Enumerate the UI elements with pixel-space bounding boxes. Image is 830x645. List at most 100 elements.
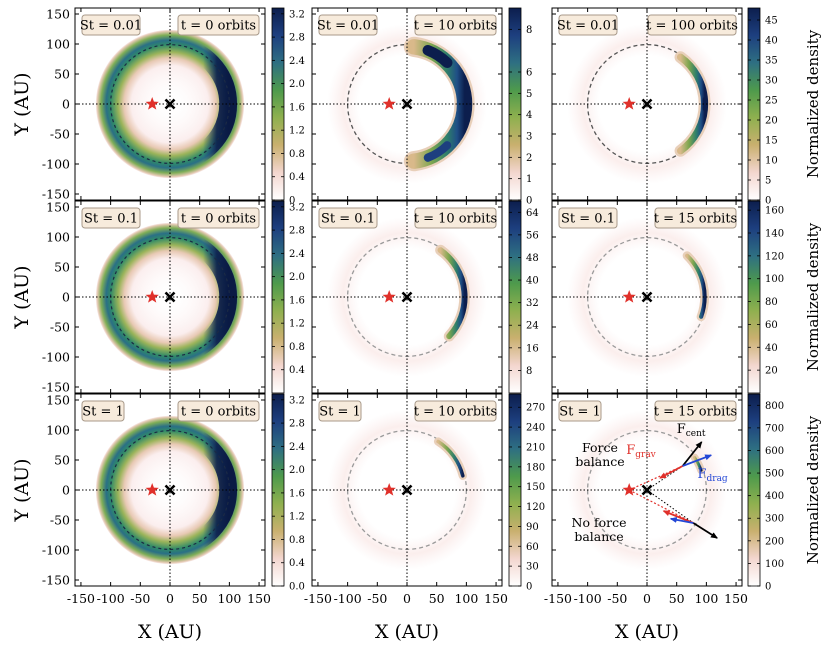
stokes-badge-text: St = 0.01 [557,19,619,34]
colorbar-gradient [508,393,522,587]
colorbar-tick-label: 140 [765,229,784,240]
x-axis-title: X (AU) [375,621,439,643]
time-badge-text: t = 15 orbits [654,405,737,420]
colorbar-tick-label: 0.0 [289,582,305,593]
colorbar-gradient [508,200,522,394]
colorbar-title: Normalized density [804,415,822,564]
x-tick-label: -100 [574,591,602,606]
panel-r1c0: 150 100 50 0 -50 -100 -150 St = 0.1 t = 0 orbits [42,200,266,395]
y-tick-label: -150 [42,380,70,395]
density-crescent [685,253,707,319]
barycenter-marker [164,484,176,496]
colorbar-tick-label: 90 [526,522,539,533]
colorbar-tick-label: 1.6 [289,488,305,499]
colorbar-tick-label: 0.8 [289,342,305,353]
colorbar-tick-label: 200 [765,536,784,547]
time-badge-text: t = 10 orbits [414,405,497,420]
y-axis-title: Y (AU) [11,458,33,522]
colorbar-gradient [747,200,761,394]
stokes-badge-text: St = 1 [319,405,361,420]
barycenter-marker [164,291,176,303]
x-tick-label: 0 [166,591,174,606]
stokes-badge-text: St = 0.01 [317,19,379,34]
y-tick-label: -150 [42,187,70,202]
colorbar-r0c1: 8 6 5 4 3 2 1 0 [508,7,532,207]
y-tick-label: 50 [54,67,70,82]
stokes-badge-text: St = 0.1 [321,212,375,227]
colorbar-tick-label: 150 [526,482,545,493]
colorbar-tick-label: 40 [765,36,778,47]
colorbar-r1c2: 160 140 120 100 80 60 40 20 [747,200,784,394]
force-annotations: Force balance No force balance Fcent Fgrav Fdr… [572,422,728,544]
colorbar-gradient [508,7,522,201]
time-badge-text: t = 100 orbits [646,19,738,34]
centrifugal-force-arrow [692,522,718,539]
time-badge-text: t = 15 orbits [654,212,737,227]
time-badge: t = 10 orbits [414,14,497,36]
time-badge-text: t = 10 orbits [414,19,497,34]
colorbar-tick-label: 0 [526,196,532,207]
colorbar-tick-label: 32 [526,298,539,309]
colorbar-tick-label: 8 [526,25,532,36]
colorbar-tick-label: 0 [526,582,532,593]
y-tick-label: 50 [54,260,70,275]
colorbar-tick-label: 210 [526,442,545,453]
colorbar-tick-label: 80 [765,297,778,308]
colorbar-tick-label: 4 [526,110,532,121]
y-tick-label: 150 [46,393,70,408]
colorbar-tick-label: 100 [765,559,784,570]
y-tick-label: -100 [42,543,70,558]
time-badge: t = 10 orbits [414,400,497,422]
drag-force-arrow [669,516,694,524]
colorbar-tick-label: 48 [526,253,539,264]
y-tick-label: -100 [42,157,70,172]
colorbar-tick-label: 24 [526,321,539,332]
colorbar-tick-label: 120 [765,251,784,262]
density-peak-band [173,424,237,556]
x-tick-label: 100 [217,591,241,606]
colorbar-tick-label: 1.2 [289,512,305,523]
colorbar-tick-label: 400 [765,491,784,502]
colorbar-tick-label: 16 [526,343,539,354]
time-badge-text: t = 10 orbits [414,212,497,227]
density-peak-band [173,231,237,363]
colorbar-tick-label: 0 [289,196,295,207]
colorbar-tick-label: 0.4 [289,365,305,376]
stokes-badge: St = 0.1 [318,207,378,229]
colorbar-tick-label: 3 [526,132,532,143]
colorbar-tick-label: 240 [526,423,545,434]
colorbar-tick-label: 2.4 [289,56,305,67]
x-tick-label: 150 [724,591,748,606]
star-marker [382,290,396,303]
x-tick-label: 150 [484,591,508,606]
colorbar-gradient [271,393,285,587]
y-tick-label: 0 [62,97,70,112]
colorbar-tick-label: 500 [765,469,784,480]
colorbar-tick-label: 3.2 [289,395,305,406]
colorbar-tick-label: 3.2 [289,9,305,20]
x-tick-label: 100 [454,591,478,606]
colorbar-tick-label: 10 [765,156,778,167]
y-tick-label: -100 [42,350,70,365]
colorbar-tick-label: 35 [765,56,778,67]
colorbar-tick-label: 600 [765,446,784,457]
y-axis-title: Y (AU) [11,265,33,329]
colorbar-gradient [747,7,761,201]
stokes-badge: St = 0.01 [317,14,379,36]
colorbar-tick-label: 0 [765,196,771,207]
x-tick-label: 0 [643,591,651,606]
barycenter-marker [401,484,413,496]
stokes-badge: St = 0.1 [558,207,618,229]
stokes-badge: St = 1 [558,400,602,422]
drag-force-label: Fdrag [697,467,727,484]
colorbar-tick-label: 0.8 [289,149,305,160]
time-badge: t = 0 orbits [177,14,260,36]
colorbar-tick-label: 2.4 [289,249,305,260]
x-tick-label: -50 [130,591,150,606]
y-tick-label: 150 [46,200,70,215]
colorbar-tick-label: 800 [765,401,784,412]
colorbar-r1c1: 64 56 48 40 32 24 16 8 [508,200,539,394]
star-marker [382,483,396,496]
colorbar-tick-label: 64 [526,208,539,219]
